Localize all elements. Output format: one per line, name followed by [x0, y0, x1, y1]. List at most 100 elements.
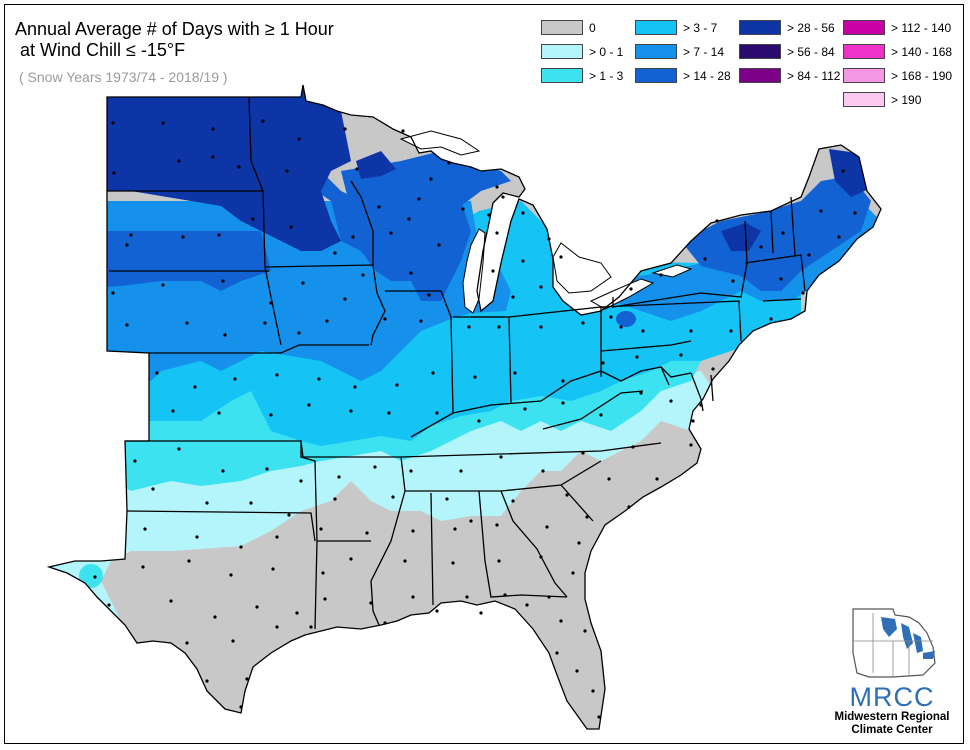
station-dot: [383, 621, 387, 625]
station-dot: [631, 445, 635, 449]
station-dot: [289, 225, 293, 229]
station-dot: [129, 233, 133, 237]
legend-label: > 168 - 190: [891, 68, 953, 83]
station-dot: [715, 219, 719, 223]
station-dot: [495, 185, 499, 189]
station-dot: [193, 385, 197, 389]
station-dot: [477, 419, 481, 423]
station-dot: [333, 497, 337, 501]
station-dot: [561, 401, 565, 405]
station-dot: [177, 159, 181, 163]
station-dot: [239, 705, 243, 709]
station-dot: [221, 469, 225, 473]
station-dot: [819, 209, 823, 213]
station-dot: [691, 419, 695, 423]
station-dot: [473, 375, 477, 379]
station-dot: [511, 295, 515, 299]
station-dot: [107, 603, 111, 607]
station-dot: [435, 411, 439, 415]
station-dot: [495, 523, 499, 527]
station-dot: [559, 619, 563, 623]
station-dot: [781, 231, 785, 235]
station-dot: [181, 235, 185, 239]
legend-swatch: [739, 44, 781, 59]
station-dot: [161, 121, 165, 125]
station-dot: [525, 603, 529, 607]
station-dot: [465, 595, 469, 599]
legend-swatch: [843, 92, 885, 107]
station-dot: [609, 315, 613, 319]
station-dot: [461, 207, 465, 211]
station-dot: [321, 571, 325, 575]
station-dot: [275, 535, 279, 539]
mrcc-logo: MRCC Midwestern Regional Climate Center: [823, 603, 961, 739]
map-title: Annual Average # of Days with ≥ 1 Hour a…: [15, 19, 334, 61]
station-dot: [607, 477, 611, 481]
legend-item: > 28 - 56: [739, 19, 835, 36]
station-dot: [205, 679, 209, 683]
station-dot: [655, 477, 659, 481]
station-dot: [731, 279, 735, 283]
station-dot: [513, 371, 517, 375]
station-dot: [429, 177, 433, 181]
station-dot: [221, 279, 225, 283]
station-dot: [287, 513, 291, 517]
station-dot: [447, 161, 451, 165]
station-dot: [349, 557, 353, 561]
station-dot: [639, 391, 643, 395]
station-dot: [521, 211, 525, 215]
station-dot: [299, 479, 303, 483]
station-dot: [217, 233, 221, 237]
station-dot: [125, 243, 129, 247]
legend-item: > 14 - 28: [635, 67, 731, 84]
station-dot: [487, 213, 491, 217]
station-dot: [583, 629, 587, 633]
station-dot: [151, 487, 155, 491]
station-dot: [521, 259, 525, 263]
station-dot: [467, 325, 471, 329]
station-dot: [801, 291, 805, 295]
station-dot: [431, 371, 435, 375]
station-dot: [239, 545, 243, 549]
station-dot: [759, 245, 763, 249]
station-dot: [185, 641, 189, 645]
station-dot: [395, 383, 399, 387]
station-dot: [511, 499, 515, 503]
station-dot: [599, 413, 603, 417]
legend-swatch: [635, 68, 677, 83]
title-line-2: at Wind Chill ≤ -15°F: [15, 40, 186, 60]
station-dot: [271, 567, 275, 571]
legend-label: > 28 - 56: [787, 20, 835, 35]
legend-swatch: [541, 20, 583, 35]
station-dot: [223, 333, 227, 337]
station-dot: [237, 165, 241, 169]
station-dot: [427, 293, 431, 297]
station-dot: [93, 575, 97, 579]
station-dot: [187, 559, 191, 563]
station-dot: [351, 235, 355, 239]
station-dot: [317, 377, 321, 381]
station-dot: [575, 669, 579, 673]
station-dot: [125, 323, 129, 327]
station-dot: [703, 257, 707, 261]
legend-label: > 140 - 168: [891, 44, 953, 59]
station-dot: [659, 273, 663, 277]
station-dot: [343, 127, 347, 131]
station-dot: [479, 611, 483, 615]
station-dot: [377, 205, 381, 209]
station-dot: [111, 291, 115, 295]
station-dot: [349, 409, 353, 413]
station-dot: [361, 273, 365, 277]
station-dot: [669, 399, 673, 403]
legend-item: > 112 - 140: [843, 19, 951, 36]
station-dot: [343, 297, 347, 301]
station-dot: [391, 495, 395, 499]
station-dot: [581, 321, 585, 325]
station-dot: [841, 169, 845, 173]
legend-label: > 190: [891, 92, 922, 107]
station-dot: [255, 605, 259, 609]
station-dot: [213, 615, 217, 619]
legend-item: > 1 - 3: [541, 67, 623, 84]
legend-item: > 84 - 112: [739, 67, 840, 84]
station-dot: [355, 167, 359, 171]
